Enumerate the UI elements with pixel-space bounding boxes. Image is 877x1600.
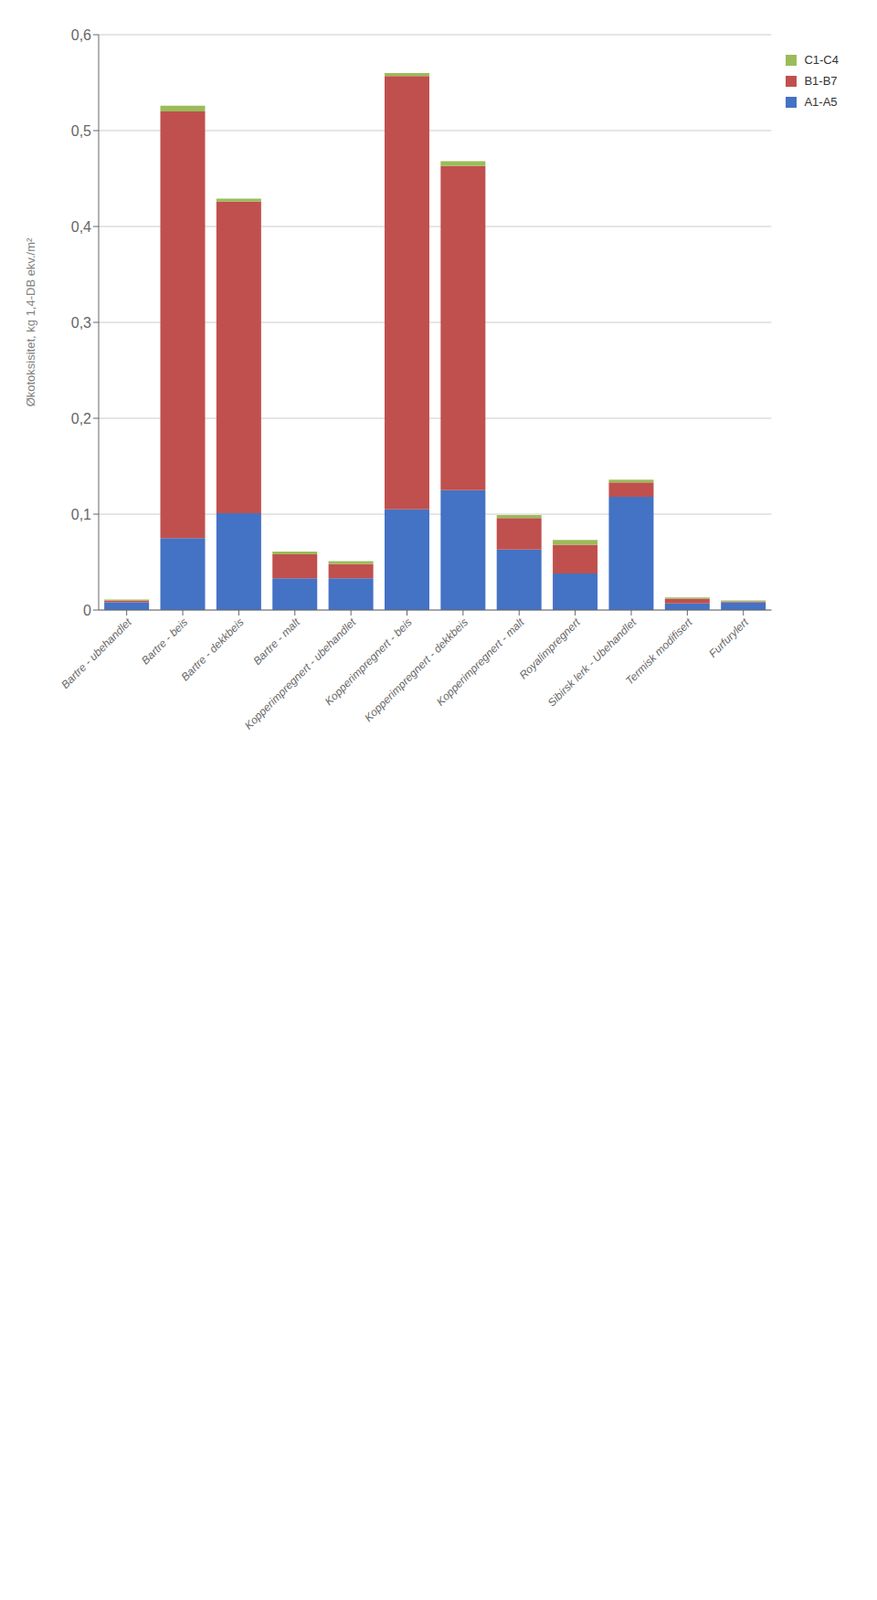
svg-text:Termisk modifisert: Termisk modifisert bbox=[623, 615, 696, 688]
svg-text:Bartre - ubehandlet: Bartre - ubehandlet bbox=[58, 615, 135, 692]
svg-text:0,1: 0,1 bbox=[71, 507, 92, 523]
html-text:C1-C4: C1-C4 bbox=[804, 52, 839, 67]
html-text:A1-A5: A1-A5 bbox=[804, 95, 838, 109]
svg-text:0,4: 0,4 bbox=[71, 219, 92, 235]
svg-text:Kopperimpregnert - ubehandlet: Kopperimpregnert - ubehandlet bbox=[242, 615, 360, 733]
svg-text:0,6: 0,6 bbox=[71, 27, 92, 43]
svg-text:Bartre - beis: Bartre - beis bbox=[138, 615, 191, 667]
svg-text:0: 0 bbox=[83, 602, 92, 619]
svg-text:Kopperimpregnert - beis: Kopperimpregnert - beis bbox=[322, 615, 415, 709]
html-text:B1-B7: B1-B7 bbox=[804, 73, 838, 88]
svg-text:Bartre - dekkbeis: Bartre - dekkbeis bbox=[179, 615, 247, 684]
svg-text:Kopperimpregnert - malt: Kopperimpregnert - malt bbox=[433, 615, 528, 709]
svg-text:Sibirsk lerk - Ubehandlet: Sibirsk lerk - Ubehandlet bbox=[545, 615, 640, 710]
svg-text:0,2: 0,2 bbox=[71, 411, 92, 427]
svg-text:0,3: 0,3 bbox=[71, 315, 92, 331]
svg-text:0,5: 0,5 bbox=[71, 123, 92, 139]
svg-text:Royalimpregnert: Royalimpregnert bbox=[516, 615, 583, 682]
svg-text:Furfurylert: Furfurylert bbox=[706, 615, 751, 661]
svg-text:Bartre - malt: Bartre - malt bbox=[250, 615, 303, 668]
svg-text:Økotoksisitet, kg 1,4-DB ekv./: Økotoksisitet, kg 1,4-DB ekv./m² bbox=[23, 237, 38, 407]
svg-text:Kopperimpregnert - dekkbeis: Kopperimpregnert - dekkbeis bbox=[361, 615, 471, 725]
